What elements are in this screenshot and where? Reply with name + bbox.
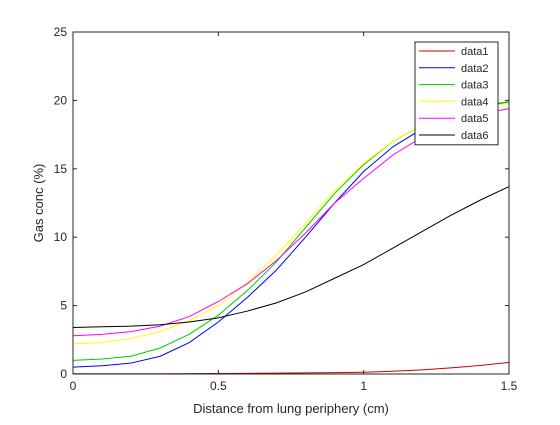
legend-label-data2: data2 (461, 63, 489, 75)
x-axis-label: Distance from lung periphery (cm) (193, 401, 389, 416)
x-tick-label: 1.5 (501, 379, 518, 393)
x-tick-label: 0.5 (210, 379, 227, 393)
legend-label-data4: data4 (461, 96, 489, 108)
y-axis-label: Gas conc (%) (31, 164, 46, 243)
ticks-layer: 0 0.5 1 1.5 0 5 10 15 20 25 (54, 25, 518, 393)
y-tick-label: 15 (54, 162, 68, 176)
legend-label-data1: data1 (461, 46, 489, 58)
y-tick-label: 0 (60, 367, 67, 381)
legend: data1 data2 data3 data4 data5 data6 (414, 41, 499, 146)
y-tick-label: 25 (54, 25, 68, 39)
legend-label-data5: data5 (461, 113, 489, 125)
x-tick-label: 0 (70, 379, 77, 393)
series-line-data6 (72, 186, 510, 328)
x-tick-label: 1 (360, 379, 367, 393)
legend-box (414, 41, 499, 146)
legend-label-data3: data3 (461, 80, 489, 92)
y-tick-label: 10 (54, 230, 68, 244)
axes-box (72, 31, 510, 375)
y-tick-label: 5 (60, 299, 67, 313)
legend-label-data6: data6 (461, 130, 489, 142)
y-tick-label: 20 (54, 93, 68, 107)
